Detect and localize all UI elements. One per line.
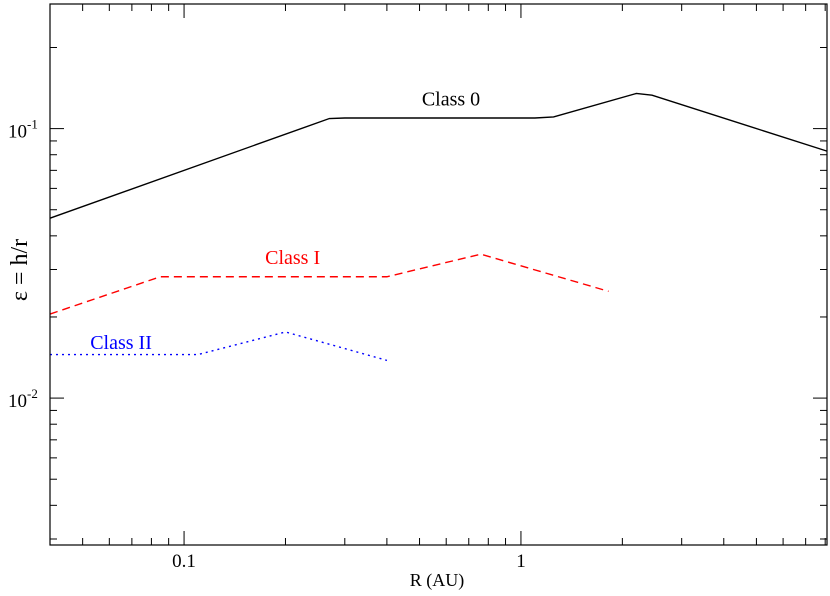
x-axis-ticks <box>49 4 826 545</box>
y-axis-ticks <box>50 46 827 540</box>
x-axis-label: R (AU) <box>410 570 465 591</box>
series-label: Class 0 <box>422 88 480 110</box>
y-tick-label: 10-1 <box>8 117 38 143</box>
series-line-class-i <box>49 253 609 315</box>
series-label: Class I <box>265 247 320 269</box>
series-label: Class II <box>90 332 152 354</box>
series-line-class-0 <box>49 92 828 219</box>
y-tick-label: 10-2 <box>8 386 38 412</box>
y-axis-label: ε = h/r <box>7 239 33 301</box>
x-tick-label: 0.1 <box>172 551 196 572</box>
x-tick-label: 1 <box>516 551 526 572</box>
plot-frame <box>49 3 828 546</box>
series-lines <box>49 92 828 362</box>
series-line-class-ii <box>50 331 388 362</box>
series-labels: Class 0 Class I Class II <box>90 88 480 354</box>
tick-labels: 0.1 1 10-2 10-1 <box>8 117 526 572</box>
